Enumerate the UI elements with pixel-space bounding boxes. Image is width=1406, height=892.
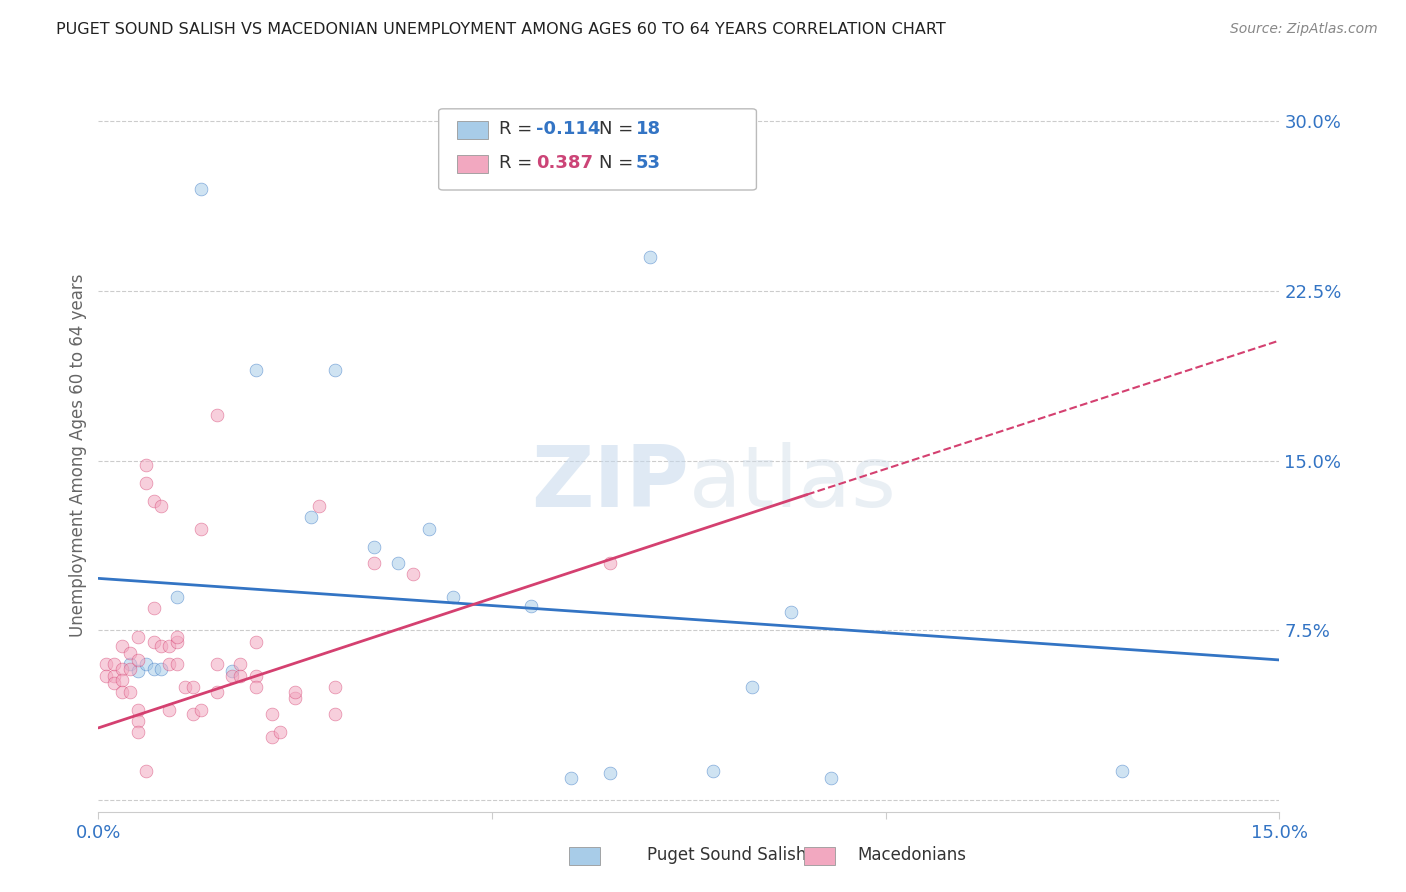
Text: -0.114: -0.114 xyxy=(536,120,600,138)
Point xyxy=(205,657,228,672)
Point xyxy=(1111,764,1133,778)
Text: 18: 18 xyxy=(636,120,661,138)
Point xyxy=(135,657,157,672)
Point xyxy=(363,556,385,570)
Point xyxy=(308,499,330,513)
Point xyxy=(166,635,188,649)
Text: atlas: atlas xyxy=(689,442,897,525)
Point xyxy=(205,684,228,698)
Point xyxy=(190,703,212,717)
Y-axis label: Unemployment Among Ages 60 to 64 years: Unemployment Among Ages 60 to 64 years xyxy=(69,273,87,637)
Point xyxy=(127,653,149,667)
Point xyxy=(166,630,188,644)
Point xyxy=(741,680,763,694)
Point xyxy=(387,556,409,570)
Point xyxy=(127,630,149,644)
Point xyxy=(127,665,149,679)
Text: Puget Sound Salish: Puget Sound Salish xyxy=(647,846,806,863)
Point xyxy=(323,680,346,694)
Point xyxy=(157,640,180,654)
Point xyxy=(702,764,724,778)
Point xyxy=(260,707,283,722)
Point xyxy=(599,556,621,570)
Point xyxy=(96,669,118,683)
Point xyxy=(363,540,385,554)
Point xyxy=(260,730,283,744)
Text: 0.387: 0.387 xyxy=(536,154,593,172)
Point xyxy=(142,494,165,508)
Point xyxy=(820,771,842,785)
Text: R =: R = xyxy=(499,154,538,172)
Point xyxy=(118,646,141,660)
Text: 53: 53 xyxy=(636,154,661,172)
Point xyxy=(245,635,267,649)
Point xyxy=(245,680,267,694)
Point xyxy=(284,684,307,698)
Point xyxy=(111,640,134,654)
Point xyxy=(118,662,141,676)
Point xyxy=(402,566,425,581)
Point xyxy=(142,662,165,676)
Point xyxy=(142,635,165,649)
Point xyxy=(103,669,125,683)
Point xyxy=(118,657,141,672)
Point xyxy=(96,657,118,672)
Point xyxy=(103,657,125,672)
Point xyxy=(111,684,134,698)
Point xyxy=(560,771,582,785)
Text: R =: R = xyxy=(499,120,538,138)
Text: Macedonians: Macedonians xyxy=(858,846,967,863)
Point xyxy=(118,684,141,698)
Point xyxy=(111,673,134,688)
Point xyxy=(229,657,252,672)
Point xyxy=(135,458,157,472)
Text: Source: ZipAtlas.com: Source: ZipAtlas.com xyxy=(1230,22,1378,37)
Point xyxy=(174,680,197,694)
Point xyxy=(323,363,346,377)
Point xyxy=(127,714,149,728)
Point xyxy=(135,764,157,778)
Point xyxy=(520,599,543,613)
Point xyxy=(638,250,661,264)
Text: N =: N = xyxy=(599,120,638,138)
Point xyxy=(166,657,188,672)
Point xyxy=(284,691,307,706)
Point xyxy=(418,522,440,536)
Point xyxy=(150,499,173,513)
Point xyxy=(135,476,157,491)
Point xyxy=(299,510,322,524)
Point xyxy=(780,606,803,620)
Text: PUGET SOUND SALISH VS MACEDONIAN UNEMPLOYMENT AMONG AGES 60 TO 64 YEARS CORRELAT: PUGET SOUND SALISH VS MACEDONIAN UNEMPLO… xyxy=(56,22,946,37)
Point xyxy=(142,600,165,615)
Point xyxy=(245,669,267,683)
Point xyxy=(221,665,243,679)
Point xyxy=(599,766,621,780)
Point xyxy=(269,725,291,739)
Text: ZIP: ZIP xyxy=(531,442,689,525)
Point xyxy=(323,707,346,722)
Point xyxy=(103,675,125,690)
Point xyxy=(157,657,180,672)
Point xyxy=(205,409,228,423)
Point xyxy=(181,707,204,722)
Point xyxy=(111,662,134,676)
Point xyxy=(221,669,243,683)
Point xyxy=(127,725,149,739)
Point xyxy=(150,662,173,676)
Point xyxy=(127,703,149,717)
Point xyxy=(157,703,180,717)
Point xyxy=(181,680,204,694)
Point xyxy=(166,590,188,604)
Point xyxy=(229,669,252,683)
Point xyxy=(190,182,212,196)
Text: N =: N = xyxy=(599,154,638,172)
Point xyxy=(441,590,464,604)
Point xyxy=(190,522,212,536)
Point xyxy=(245,363,267,377)
Point xyxy=(150,640,173,654)
